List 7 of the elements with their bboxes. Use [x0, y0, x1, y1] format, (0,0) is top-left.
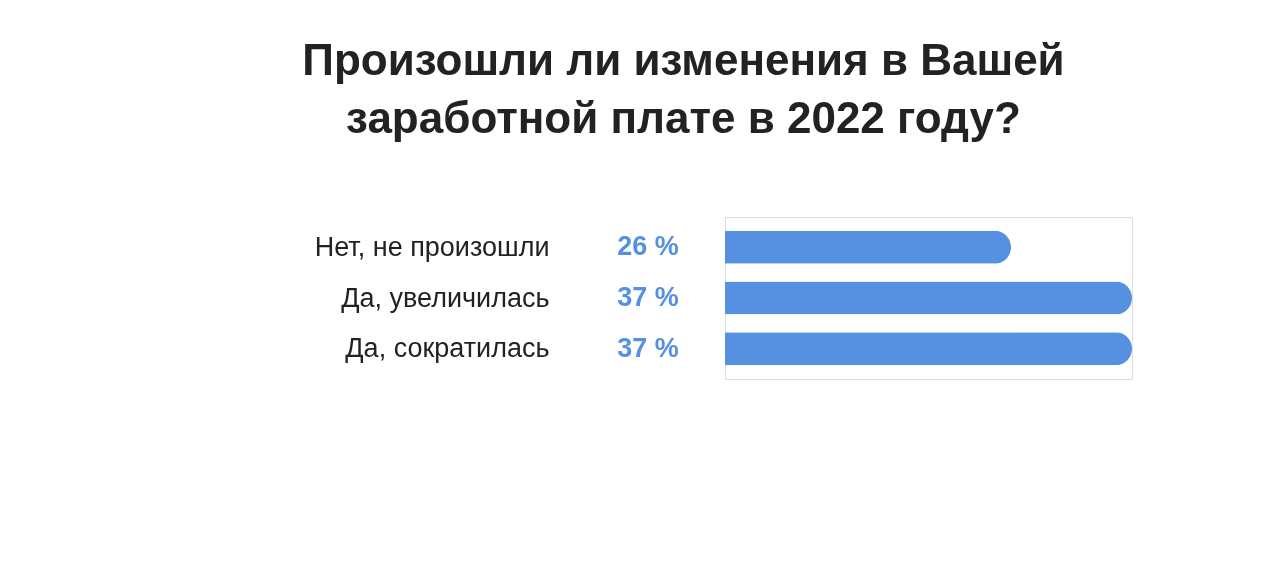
- data-label: 26 %: [617, 231, 679, 262]
- data-label: 37 %: [617, 282, 679, 312]
- y-tick-label: Да, увеличилась: [341, 282, 550, 313]
- y-tick-label: Нет, не произошли: [314, 231, 550, 262]
- y-tick-label: Да, сократилась: [345, 333, 550, 364]
- chart-title: Произошли ли изменения в Вашей заработной плате в 2022 году?: [302, 35, 1065, 142]
- data-label: 37 %: [617, 332, 679, 363]
